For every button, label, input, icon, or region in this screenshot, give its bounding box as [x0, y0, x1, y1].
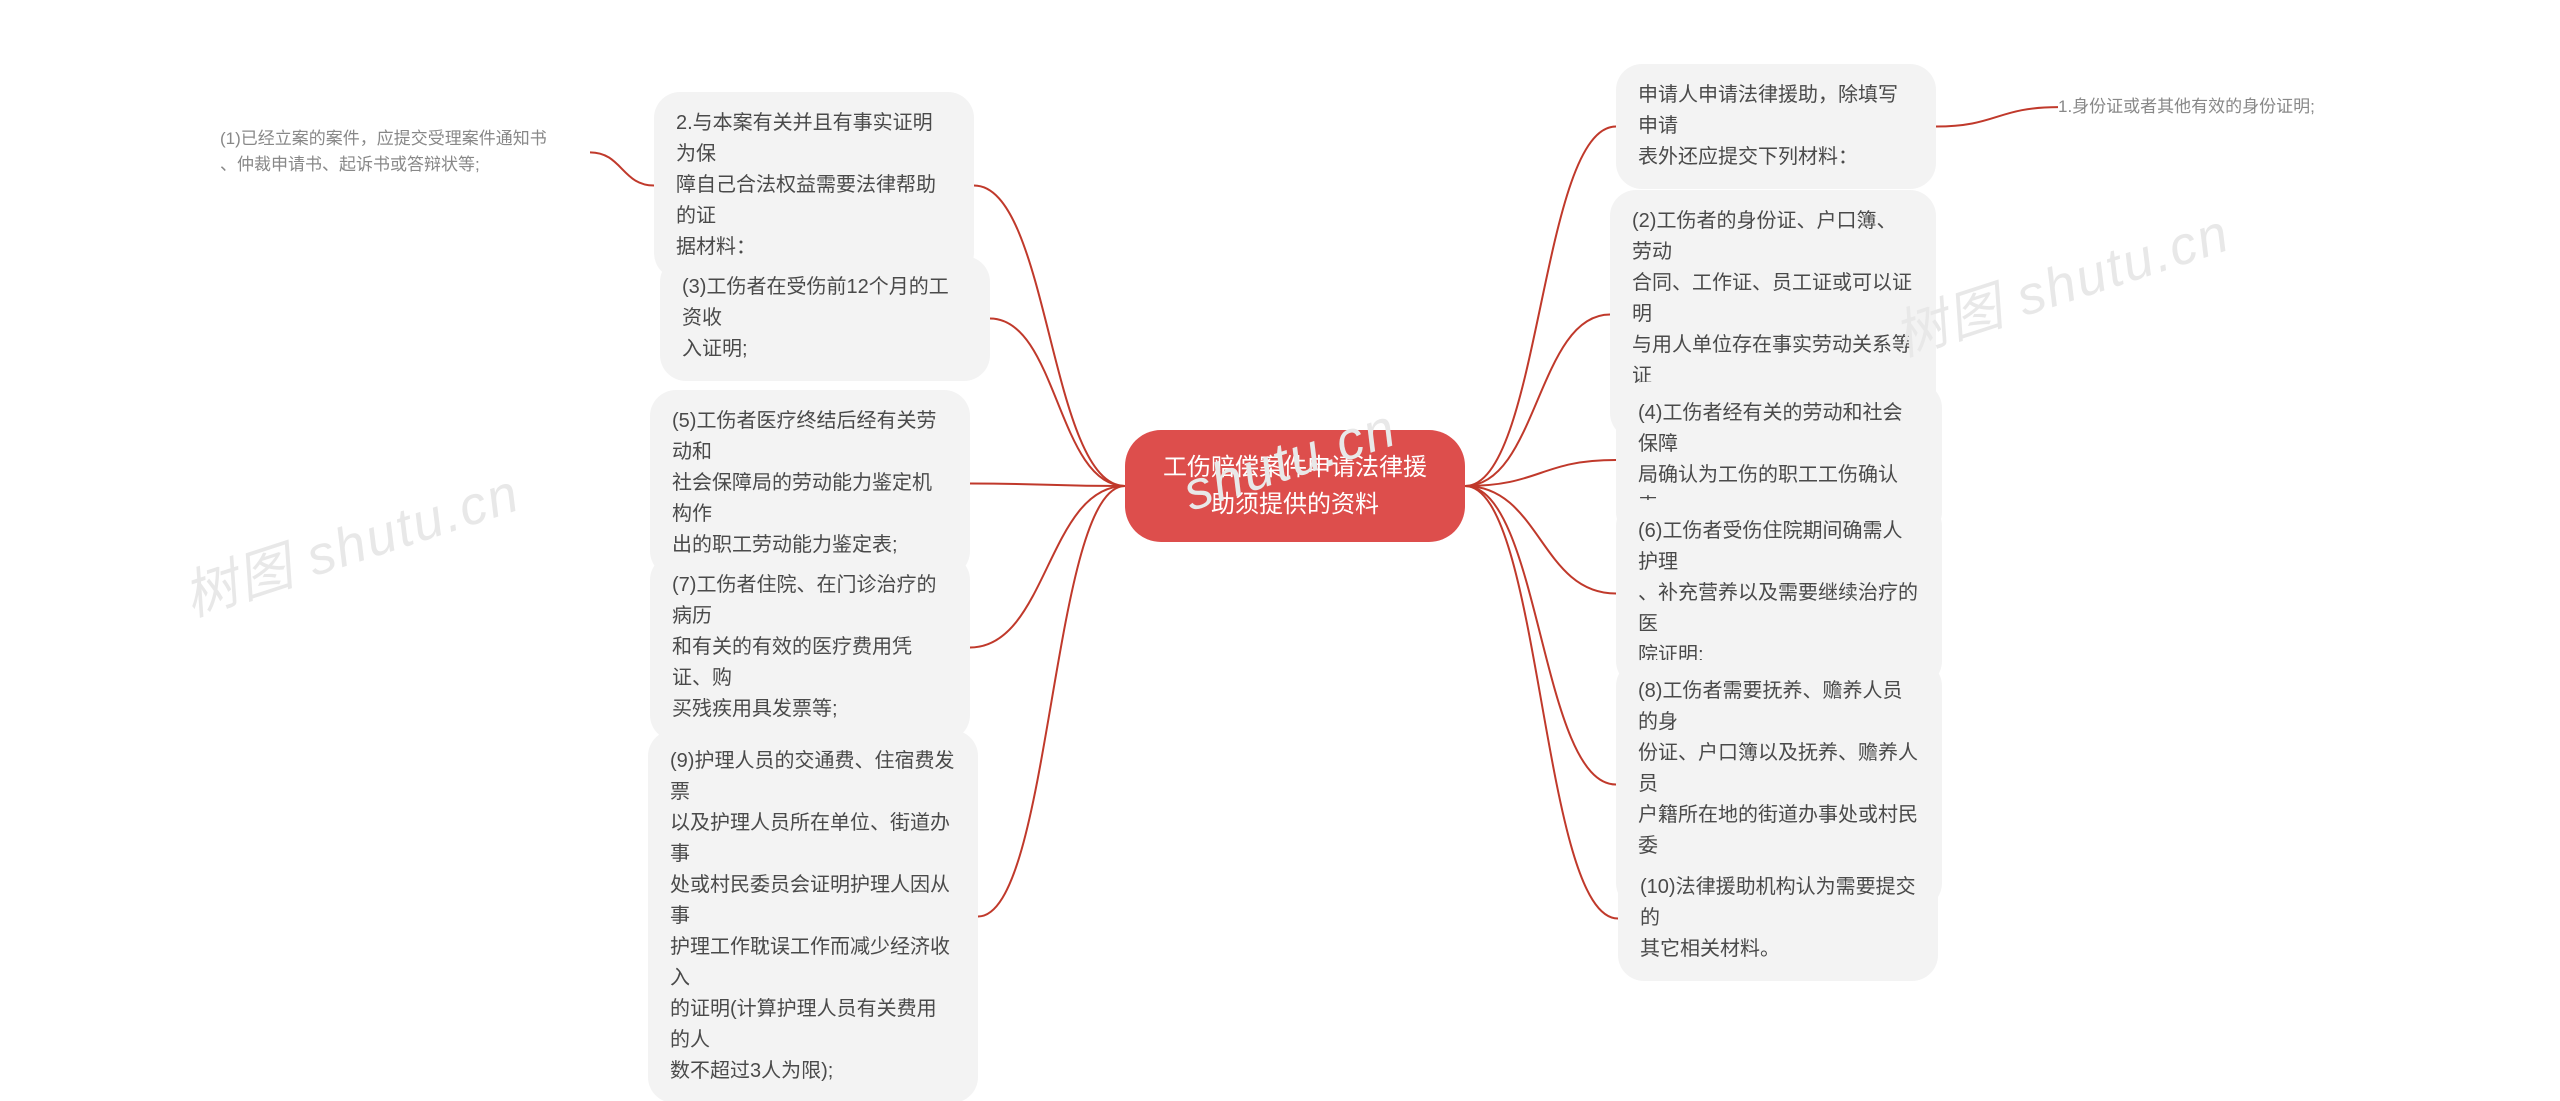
branch-node: 2.与本案有关并且有事实证明为保障自己合法权益需要法律帮助的证据材料：	[654, 92, 974, 279]
branch-node: (10)法律援助机构认为需要提交的其它相关材料。	[1618, 856, 1938, 981]
watermark: 树图 shutu.cn	[172, 448, 528, 631]
branch-node: (9)护理人员的交通费、住宿费发票以及护理人员所在单位、街道办事处或村民委员会证…	[648, 730, 978, 1101]
branch-node: (7)工伤者住院、在门诊治疗的病历和有关的有效的医疗费用凭证、购买残疾用具发票等…	[650, 554, 970, 741]
leaf-node: (1)已经立案的案件，应提交受理案件通知书、仲裁申请书、起诉书或答辩状等;	[220, 126, 590, 179]
mindmap-canvas: 树图 shutu.cn shutu.cn 树图 shutu.cn 工伤赔偿案件申…	[0, 0, 2560, 1101]
branch-node: (5)工伤者医疗终结后经有关劳动和社会保障局的劳动能力鉴定机构作出的职工劳动能力…	[650, 390, 970, 577]
branch-node: (3)工伤者在受伤前12个月的工资收入证明;	[660, 256, 990, 381]
branch-node: 申请人申请法律援助，除填写申请表外还应提交下列材料：	[1616, 64, 1936, 189]
branch-node: (6)工伤者受伤住院期间确需人护理、补充营养以及需要继续治疗的医院证明;	[1616, 500, 1942, 687]
center-node: 工伤赔偿案件申请法律援助须提供的资料	[1125, 430, 1465, 542]
leaf-node: 1.身份证或者其他有效的身份证明;	[2058, 94, 2358, 120]
center-text: 工伤赔偿案件申请法律援助须提供的资料	[1163, 449, 1427, 523]
node-layer: 树图 shutu.cn shutu.cn 树图 shutu.cn 工伤赔偿案件申…	[0, 0, 2560, 1101]
